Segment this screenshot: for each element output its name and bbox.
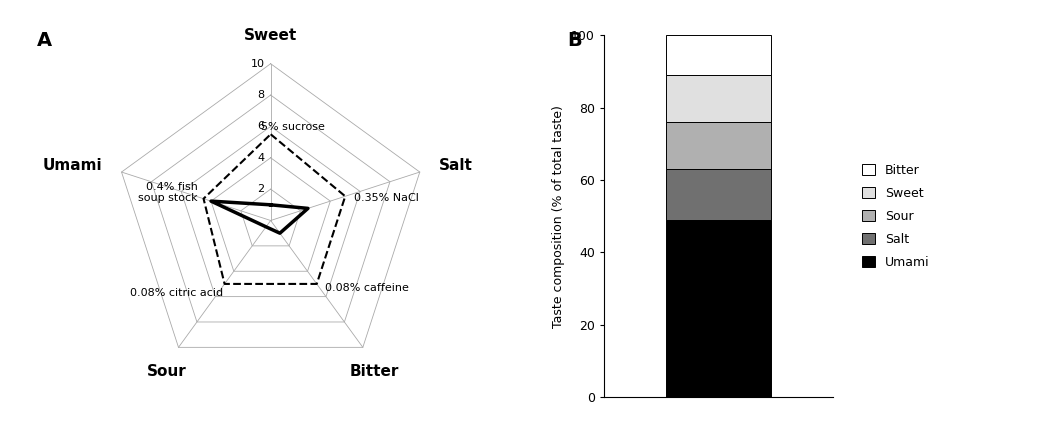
Bar (666, 169, 770, 220)
Text: Sweet: Sweet (244, 28, 298, 43)
Legend: Bitter, Sweet, Sour, Salt, Umami: Bitter, Sweet, Sour, Salt, Umami (858, 159, 935, 273)
Text: 2: 2 (257, 184, 264, 194)
Text: Salt: Salt (439, 158, 473, 173)
Text: B: B (567, 31, 582, 50)
Bar (666, 75, 770, 122)
Y-axis label: Taste composition (% of total taste): Taste composition (% of total taste) (553, 105, 565, 328)
Text: 6: 6 (257, 121, 264, 131)
Text: 5% sucrose: 5% sucrose (261, 122, 325, 132)
Text: 0.35% NaCl: 0.35% NaCl (354, 193, 418, 203)
Text: 10: 10 (251, 59, 264, 69)
Text: Umami: Umami (43, 158, 102, 173)
Bar (666, 35, 770, 75)
Text: 4: 4 (257, 153, 264, 163)
Bar (666, 122, 770, 169)
Text: Sour: Sour (147, 364, 186, 379)
Bar (666, 220, 770, 397)
Text: Bitter: Bitter (350, 364, 400, 379)
Text: A: A (36, 31, 52, 50)
Text: 0.4% fish
soup stock: 0.4% fish soup stock (137, 182, 198, 203)
Text: 0.08% caffeine: 0.08% caffeine (325, 283, 409, 293)
Text: 0.08% citric acid: 0.08% citric acid (130, 288, 224, 298)
Text: 8: 8 (257, 90, 264, 100)
